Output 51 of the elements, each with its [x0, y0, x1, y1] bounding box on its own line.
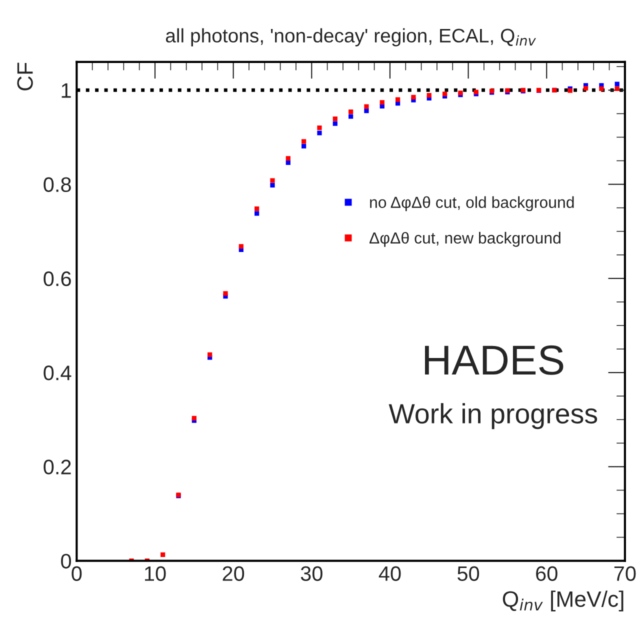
x-tick-label: 0 — [72, 566, 82, 581]
x-tick-label: 10 — [145, 566, 166, 581]
point — [192, 416, 196, 421]
y-tick-label: 0 — [61, 554, 72, 569]
x-tick-label: 70 — [614, 566, 636, 581]
point — [286, 156, 290, 161]
point — [238, 244, 244, 249]
legend-label: ΔφΔθ cut, new background — [370, 232, 560, 247]
point — [348, 114, 354, 119]
y-tick-label: 0.2 — [44, 460, 71, 474]
x-axis-title: Q$_{inv}$ [MeV/c] — [502, 590, 624, 612]
point — [426, 93, 432, 98]
point — [317, 130, 322, 136]
chart-title: all photons, 'non-decay' region, ECAL, Q$_{inv}$ — [166, 28, 536, 46]
point — [270, 182, 275, 188]
point — [411, 94, 416, 100]
point — [332, 116, 338, 122]
point — [332, 121, 338, 126]
annotation: HADES — [424, 345, 564, 375]
x-tick-label: 30 — [300, 566, 322, 581]
point — [270, 178, 275, 183]
point — [317, 125, 322, 130]
y-tick-label: 0.4 — [44, 366, 72, 380]
point — [614, 86, 620, 92]
point — [583, 86, 588, 91]
point — [364, 104, 369, 109]
y-axis-title: CF — [17, 62, 33, 90]
point — [302, 139, 306, 144]
point — [208, 352, 212, 357]
point — [380, 100, 384, 105]
y-tick-label: 0.8 — [44, 177, 71, 192]
point — [396, 97, 400, 102]
point — [160, 552, 166, 557]
point — [348, 109, 354, 114]
point — [614, 82, 620, 86]
x-tick-label: 60 — [536, 566, 558, 581]
point — [599, 86, 604, 92]
x-tick-label: 40 — [378, 566, 401, 581]
point — [302, 144, 306, 148]
point — [223, 291, 228, 296]
point — [254, 211, 260, 216]
x-tick-label: 20 — [222, 566, 244, 581]
y-tick-label: 1 — [62, 83, 71, 98]
point — [442, 92, 448, 96]
point — [364, 108, 369, 114]
legend-label: no ΔφΔθ cut, old background — [370, 196, 574, 212]
point — [254, 206, 260, 212]
annotation: Work in progress — [388, 403, 598, 430]
x-tick-label: 50 — [458, 566, 480, 581]
y-tick-label: 0.6 — [44, 271, 71, 286]
point — [286, 160, 290, 165]
